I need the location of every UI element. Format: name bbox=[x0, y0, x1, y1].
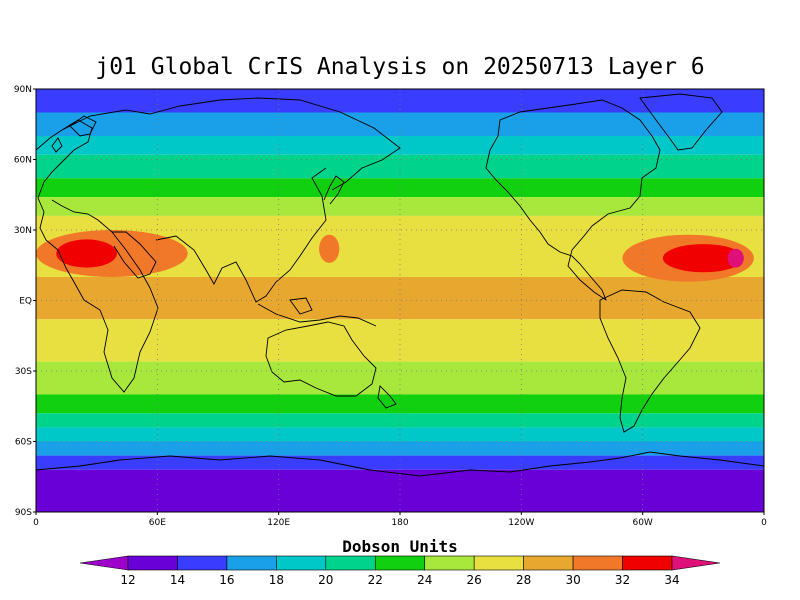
field-band bbox=[36, 413, 764, 428]
colorbar-segment bbox=[325, 555, 376, 571]
field-band bbox=[36, 441, 764, 456]
lon-tick-label: 120W bbox=[508, 518, 534, 528]
field-band bbox=[36, 178, 764, 198]
field-band bbox=[36, 197, 764, 216]
colorbar-segment bbox=[622, 555, 673, 571]
field-highlight bbox=[662, 244, 744, 273]
map-title: j01 Global CrIS Analysis on 20250713 Lay… bbox=[95, 54, 705, 80]
field-highlight bbox=[727, 248, 744, 268]
colorbar-label: 18 bbox=[269, 573, 284, 587]
colorbar-segment bbox=[523, 555, 574, 571]
colorbar-label: 28 bbox=[516, 573, 531, 587]
field-band bbox=[36, 136, 764, 155]
field-band bbox=[36, 319, 764, 362]
lat-tick-label: EQ bbox=[19, 297, 32, 307]
lat-tick-label: 30N bbox=[14, 226, 32, 236]
lon-tick-label: 0 bbox=[33, 518, 39, 528]
colorbar-label: 26 bbox=[467, 573, 482, 587]
lon-tick-label: 180 bbox=[391, 518, 408, 528]
lat-tick-label: 60S bbox=[15, 438, 32, 448]
colorbar-label: 30 bbox=[565, 573, 580, 587]
field-band bbox=[36, 154, 764, 179]
colorbar-segment bbox=[127, 555, 178, 571]
colorbar-label: 14 bbox=[170, 573, 185, 587]
lat-tick-label: 60N bbox=[14, 156, 32, 166]
coastlines bbox=[35, 93, 765, 477]
graticule bbox=[36, 89, 764, 512]
colorbar-segment bbox=[374, 555, 426, 571]
colorbar-segment bbox=[226, 555, 277, 571]
colorbar-segment bbox=[276, 555, 327, 571]
field-highlight bbox=[319, 234, 340, 263]
longitude-ticks: 0 60E 120E 180 120W 60W 0 bbox=[33, 512, 767, 528]
lat-tick-label: 30S bbox=[15, 367, 32, 377]
colorbar-high-arrow bbox=[671, 555, 721, 571]
colorbar-title: Dobson Units bbox=[342, 537, 458, 556]
field-band bbox=[36, 394, 764, 414]
colorbar-label: 22 bbox=[368, 573, 383, 587]
lon-tick-label: 120E bbox=[267, 518, 290, 528]
colorbar-label: 34 bbox=[664, 573, 679, 587]
colorbar-label: 16 bbox=[219, 573, 234, 587]
colorbar-label: 32 bbox=[615, 573, 630, 587]
field-highlight bbox=[56, 239, 117, 268]
lat-tick-label: 90N bbox=[14, 85, 32, 95]
field-band bbox=[36, 469, 764, 512]
field-band bbox=[36, 89, 764, 113]
lon-tick-label: 60E bbox=[149, 518, 166, 528]
colorbar-segment bbox=[177, 555, 228, 571]
latitude-ticks: 90N 60N 30N EQ 30S 60S 90S bbox=[14, 85, 36, 518]
colorbar-label: 12 bbox=[120, 573, 135, 587]
colorbar-segment bbox=[424, 555, 475, 571]
lat-tick-label: 90S bbox=[15, 508, 32, 518]
colorbar-label: 20 bbox=[318, 573, 333, 587]
colorbar-segment bbox=[572, 555, 623, 571]
ozone-field bbox=[36, 89, 764, 512]
colorbar: 12 14 16 18 20 22 24 26 28 30 32 34 bbox=[79, 555, 721, 587]
field-band bbox=[36, 277, 764, 320]
lon-tick-label: 0 bbox=[761, 518, 767, 528]
field-band bbox=[36, 455, 764, 470]
colorbar-segment bbox=[473, 555, 524, 571]
colorbar-low-arrow bbox=[79, 555, 129, 571]
colorbar-label: 24 bbox=[417, 573, 432, 587]
lon-tick-label: 60W bbox=[632, 518, 652, 528]
